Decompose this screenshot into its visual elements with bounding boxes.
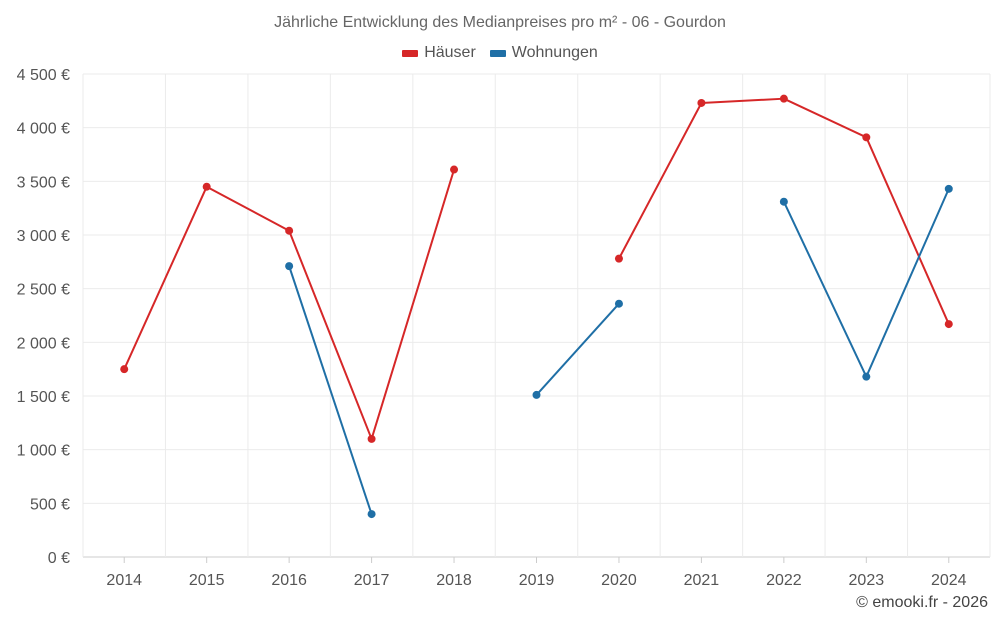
data-point[interactable]	[285, 226, 294, 235]
y-tick-label: 4 000 €	[17, 121, 70, 138]
y-tick-label: 500 €	[30, 496, 70, 513]
x-tick-label: 2017	[354, 572, 390, 589]
credit: © emooki.fr - 2026	[856, 594, 988, 611]
y-tick-label: 1 000 €	[17, 443, 70, 460]
series-line	[123, 169, 456, 440]
y-tick-label: 1 500 €	[17, 389, 70, 406]
y-tick-label: 3 500 €	[17, 174, 70, 191]
x-tick-label: 2022	[766, 572, 802, 589]
data-point[interactable]	[697, 98, 706, 107]
data-point[interactable]	[450, 165, 459, 174]
data-point[interactable]	[779, 94, 788, 103]
series-0	[120, 94, 953, 443]
data-point[interactable]	[944, 184, 953, 193]
x-tick-label: 2023	[849, 572, 885, 589]
series-line	[535, 303, 620, 396]
legend-label-haeuser: Häuser	[424, 44, 476, 61]
series-layer	[120, 94, 953, 519]
data-point[interactable]	[367, 510, 376, 519]
x-tick-label: 2015	[189, 572, 225, 589]
data-point[interactable]	[120, 365, 129, 374]
data-point[interactable]	[614, 299, 623, 308]
x-tick-label: 2020	[601, 572, 637, 589]
x-tick-label: 2016	[271, 572, 307, 589]
y-tick-label: 3 000 €	[17, 228, 70, 245]
series-line	[782, 188, 950, 378]
x-tick-label: 2024	[931, 572, 967, 589]
data-point[interactable]	[614, 254, 623, 263]
y-tick-label: 2 500 €	[17, 282, 70, 299]
y-tick-label: 2 000 €	[17, 335, 70, 352]
legend-swatch-wohnungen	[489, 49, 506, 57]
x-tick-label: 2014	[106, 572, 142, 589]
legend: Häuser Wohnungen	[0, 44, 1000, 62]
axes: 0 € 500 € 1 000 € 1 500 € 2 000 € 2 500 € 3 00…	[17, 67, 967, 589]
x-tick-label: 2018	[436, 572, 472, 589]
data-point[interactable]	[202, 182, 211, 191]
legend-label-wohnungen: Wohnungen	[511, 44, 598, 61]
data-point[interactable]	[779, 197, 788, 206]
x-tick-label: 2021	[684, 572, 720, 589]
data-point[interactable]	[862, 133, 871, 142]
grid	[82, 73, 991, 558]
data-point[interactable]	[285, 262, 294, 271]
series-1	[285, 184, 953, 519]
data-point[interactable]	[862, 372, 871, 381]
y-tick-label: 4 500 €	[17, 67, 70, 84]
legend-swatch-haeuser	[402, 49, 419, 57]
legend-item-haeuser[interactable]: Häuser	[402, 44, 476, 62]
data-point[interactable]	[532, 390, 541, 399]
series-line	[618, 97, 950, 325]
data-point[interactable]	[367, 434, 376, 443]
legend-item-wohnungen[interactable]: Wohnungen	[489, 44, 598, 62]
x-tick-label: 2019	[519, 572, 555, 589]
series-line	[288, 265, 373, 515]
y-tick-label: 0 €	[48, 550, 70, 567]
chart-title: Jährliche Entwicklung des Medianpreises …	[274, 14, 726, 31]
data-point[interactable]	[944, 320, 953, 329]
